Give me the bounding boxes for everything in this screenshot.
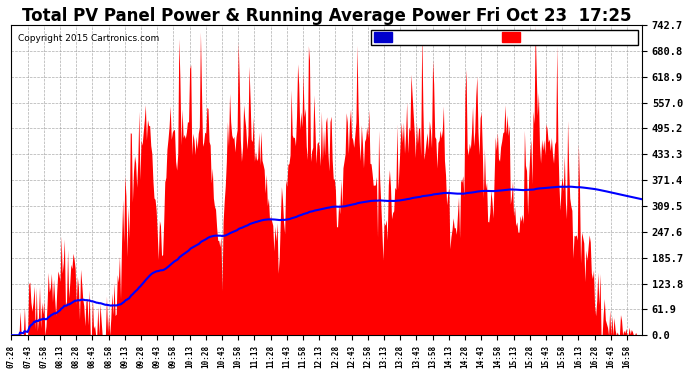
Title: Total PV Panel Power & Running Average Power Fri Oct 23  17:25: Total PV Panel Power & Running Average P… (22, 7, 631, 25)
Legend: Average  (DC Watts), PV Panels  (DC Watts): Average (DC Watts), PV Panels (DC Watts) (371, 30, 638, 45)
Text: Copyright 2015 Cartronics.com: Copyright 2015 Cartronics.com (18, 34, 159, 44)
